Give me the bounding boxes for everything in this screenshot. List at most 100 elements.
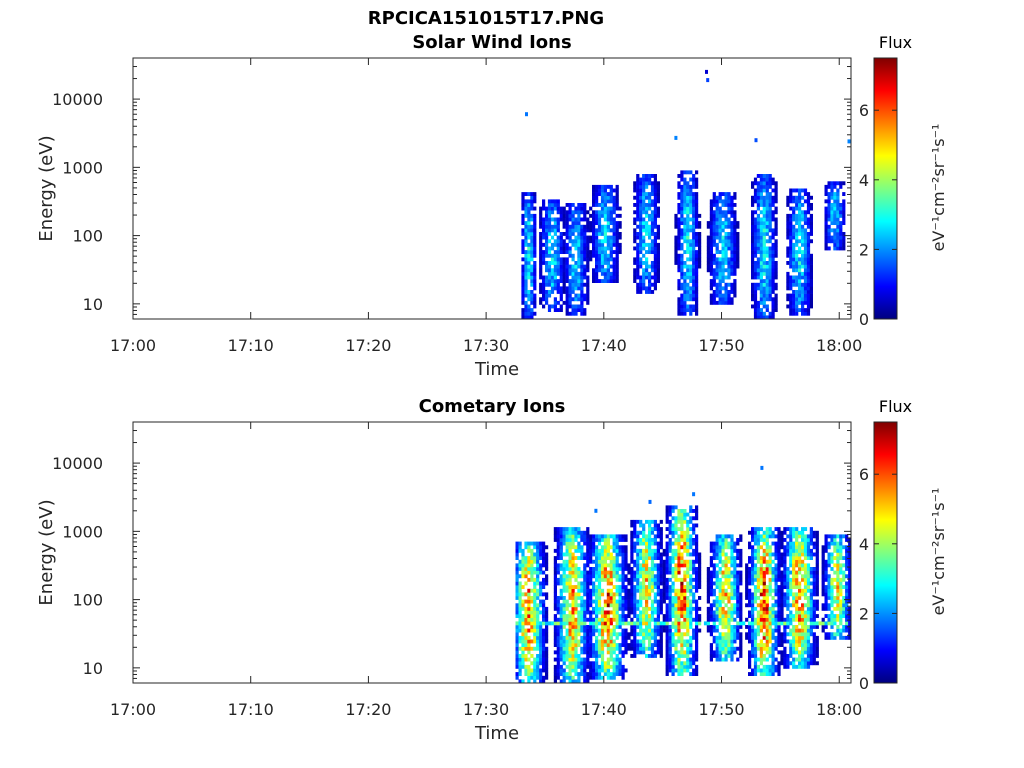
- flux-cell: [556, 596, 560, 600]
- flux-cell: [615, 556, 619, 560]
- flux-cell: [645, 577, 649, 582]
- flux-cell: [603, 203, 607, 207]
- flux-cell: [612, 228, 616, 233]
- flux-cell: [792, 246, 796, 251]
- flux-cell: [603, 661, 607, 666]
- flux-cell: [786, 195, 790, 200]
- flux-cell: [792, 257, 796, 262]
- flux-cell: [706, 585, 710, 589]
- flux-cell: [653, 192, 657, 196]
- flux-cell: [801, 308, 805, 312]
- flux-cell: [689, 228, 693, 233]
- flux-cell: [806, 199, 811, 204]
- flux-cell: [765, 268, 769, 273]
- flux-cell: [774, 567, 778, 571]
- flux-cell: [724, 632, 728, 637]
- flux-cell: [736, 635, 740, 640]
- flux-cell: [586, 530, 590, 535]
- flux-cell: [771, 246, 775, 251]
- flux-cell: [677, 242, 681, 247]
- flux-cell: [689, 210, 693, 215]
- flux-cell: [521, 592, 525, 597]
- flux-cell: [712, 574, 716, 579]
- flux-cell: [615, 552, 619, 557]
- flux-cell: [842, 181, 846, 186]
- flux-cell: [792, 188, 796, 193]
- flux-cell: [809, 253, 813, 258]
- flux-cell: [609, 592, 613, 597]
- flux-cell: [524, 257, 528, 262]
- flux-cell: [571, 282, 575, 287]
- flux-cell: [571, 639, 575, 644]
- flux-cell: [751, 271, 755, 276]
- flux-cell: [659, 625, 663, 629]
- flux-cell: [600, 206, 605, 211]
- flux-cell: [680, 264, 684, 269]
- flux-cell: [597, 210, 602, 215]
- flux-cell: [600, 261, 605, 265]
- flux-cell: [765, 279, 769, 283]
- flux-cell: [583, 271, 587, 276]
- flux-cell: [759, 577, 763, 582]
- flux-cell: [639, 556, 643, 560]
- flux-cell: [648, 195, 652, 200]
- flux-cell: [803, 213, 808, 218]
- flux-cell: [583, 239, 587, 244]
- flux-cell: [609, 632, 613, 637]
- flux-cell: [724, 646, 728, 651]
- flux-cell: [680, 308, 684, 312]
- flux-cell: [674, 570, 678, 575]
- flux-cell: [595, 617, 599, 622]
- flux-cell: [580, 311, 584, 316]
- flux-cell: [695, 668, 699, 673]
- flux-cell: [559, 308, 563, 312]
- flux-cell: [595, 657, 599, 662]
- flux-cell: [545, 617, 549, 622]
- flux-cell: [806, 235, 811, 240]
- flux-cell: [765, 217, 769, 222]
- flux-cell: [639, 650, 643, 655]
- flux-cell: [624, 606, 628, 611]
- flux-cell: [689, 268, 693, 273]
- flux-cell: [803, 217, 808, 222]
- flux-cell: [612, 646, 616, 651]
- flux-cell: [580, 552, 584, 557]
- flux-cell: [574, 239, 578, 244]
- flux-cell: [612, 599, 616, 604]
- flux-cell: [671, 639, 675, 644]
- flux-cell: [577, 545, 581, 550]
- flux-cell: [639, 242, 643, 247]
- flux-cell: [827, 203, 831, 207]
- flux-cell: [603, 279, 607, 283]
- flux-cell: [577, 610, 581, 615]
- flux-cell: [574, 286, 578, 291]
- flux-cell: [530, 567, 534, 571]
- flux-cell: [553, 297, 557, 302]
- flux-cell: [609, 246, 613, 251]
- flux-cell: [550, 286, 555, 291]
- flux-cell: [650, 570, 655, 575]
- flux-cell: [671, 523, 675, 528]
- flux-cell: [662, 621, 666, 626]
- flux-cell: [568, 679, 572, 684]
- flux-cell: [562, 530, 566, 535]
- flux-cell: [595, 195, 599, 200]
- flux-cell: [642, 574, 646, 579]
- flux-cell: [774, 271, 778, 276]
- flux-cell: [689, 534, 693, 539]
- flux-cell: [753, 577, 758, 582]
- flux-cell: [659, 574, 663, 579]
- flux-cell: [686, 275, 690, 280]
- flux-cell: [565, 293, 569, 298]
- flux-cell: [745, 625, 749, 629]
- flux-cell: [636, 242, 640, 247]
- flux-cell: [645, 242, 649, 247]
- flux-cell: [718, 293, 722, 298]
- flux-cell: [571, 203, 575, 207]
- flux-cell: [671, 559, 675, 564]
- flux-cell: [636, 286, 640, 291]
- flux-cell: [648, 654, 652, 658]
- flux-cell: [612, 268, 616, 273]
- flux-cell: [771, 188, 775, 193]
- flux-cell: [680, 217, 684, 222]
